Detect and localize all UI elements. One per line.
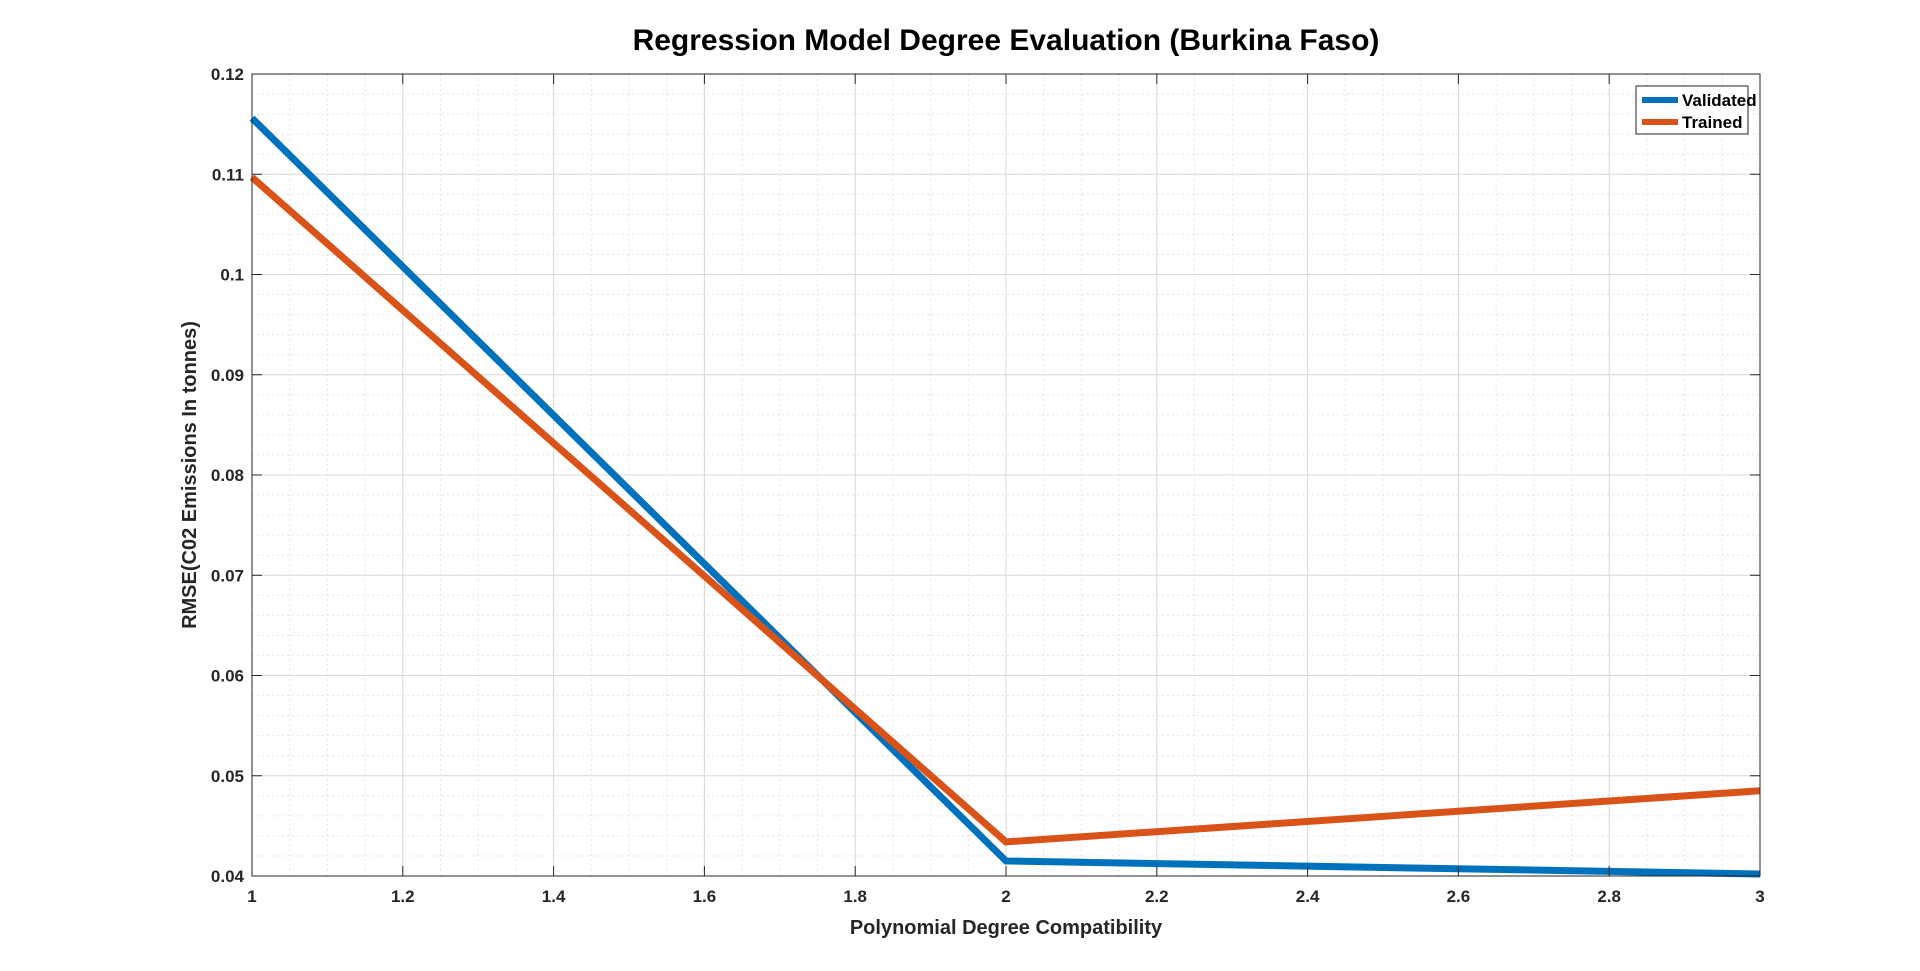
y-tick-label: 0.1: [220, 266, 244, 285]
x-tick-label: 1.2: [391, 887, 415, 906]
x-tick-label: 2.6: [1447, 887, 1471, 906]
y-tick-label: 0.07: [211, 566, 244, 585]
y-tick-labels: 0.04 0.05 0.06 0.07 0.08 0.09 0.1 0.11 0.12: [211, 65, 245, 886]
y-tick-label: 0.04: [211, 867, 245, 886]
series-layer: [249, 115, 1761, 878]
y-tick-label: 0.08: [211, 466, 244, 485]
legend-entry-validated: Validated: [1682, 91, 1757, 110]
x-tick-labels: 1 1.2 1.4 1.6 1.8 2 2.2 2.4 2.6 2.8 3: [247, 887, 1764, 906]
series-line-validated: [249, 115, 1761, 878]
series-line-trained: [249, 174, 1761, 846]
y-tick-label: 0.06: [211, 667, 244, 686]
x-tick-label: 1: [247, 887, 256, 906]
legend: Validated Trained: [1635, 85, 1757, 135]
legend-box: [1635, 85, 1749, 135]
y-tick-label: 0.11: [212, 165, 244, 184]
x-tick-label: 2.4: [1296, 887, 1320, 906]
y-tick-label: 0.09: [211, 366, 244, 385]
chart-title: Regression Model Degree Evaluation (Burk…: [633, 24, 1380, 57]
x-tick-label: 1.6: [693, 887, 717, 906]
x-tick-label: 2.2: [1145, 887, 1169, 906]
x-tick-label: 1.8: [843, 887, 867, 906]
x-tick-label: 3: [1755, 887, 1764, 906]
x-axis-label: Polynomial Degree Compatibility: [850, 917, 1163, 939]
y-tick-label: 0.05: [211, 767, 244, 786]
y-tick-label: 0.12: [211, 65, 244, 84]
x-tick-label: 1.4: [542, 887, 566, 906]
x-tick-label: 2: [1001, 887, 1010, 906]
tick-marks: [251, 73, 1761, 877]
x-tick-label: 2.8: [1597, 887, 1621, 906]
y-axis-label: RMSE(C02 Emissions In tonnes): [179, 321, 201, 629]
major-grid: [251, 73, 1761, 877]
legend-entry-trained: Trained: [1682, 113, 1742, 132]
